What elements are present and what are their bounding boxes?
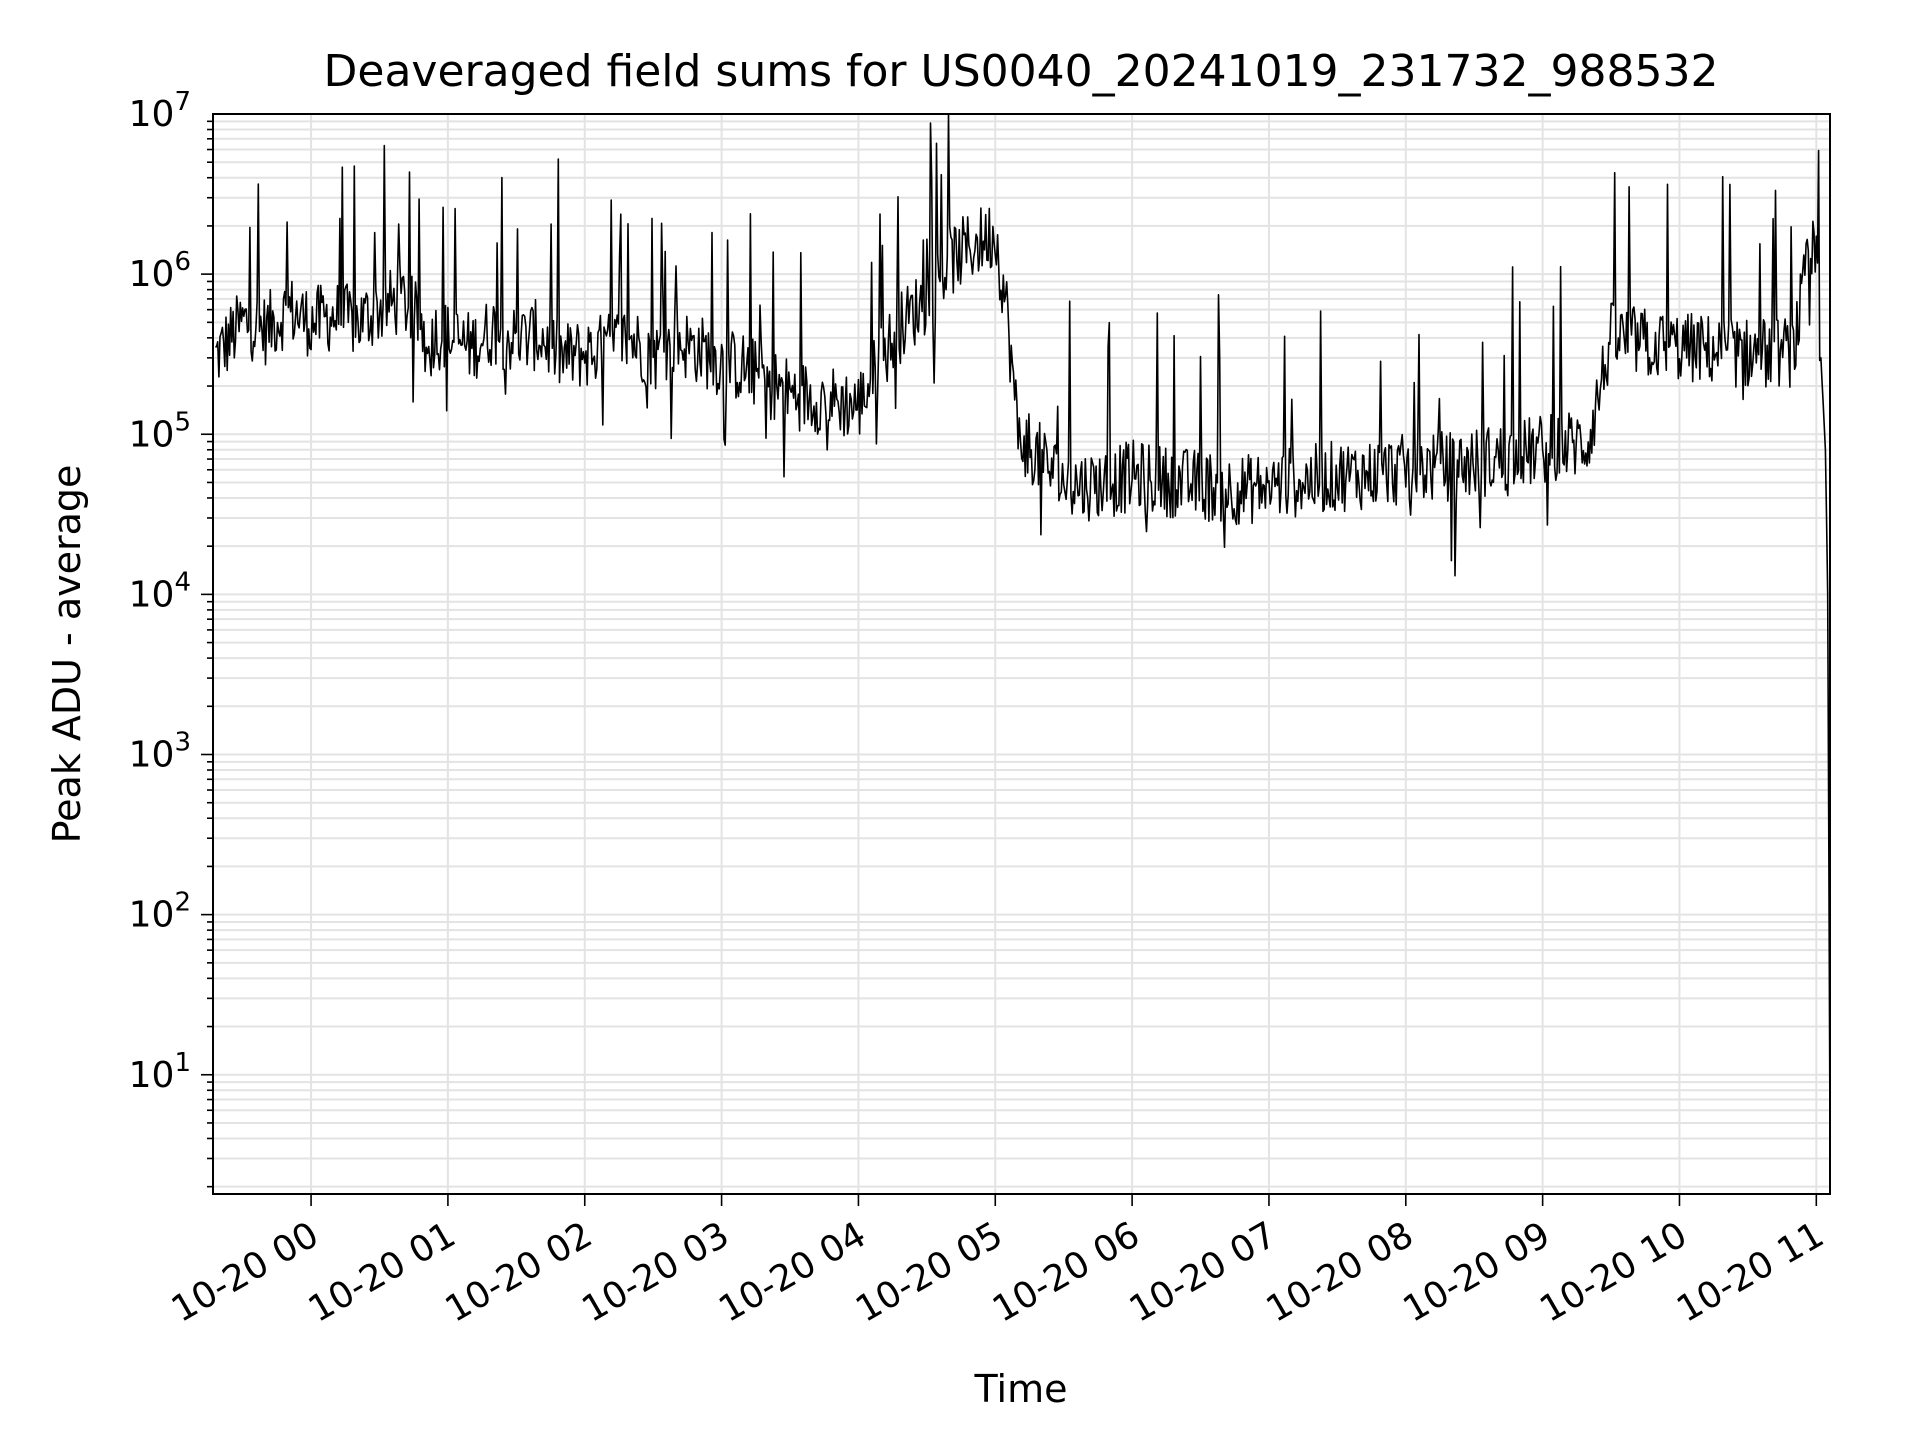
x-tick-label: 10-20 00	[165, 1214, 326, 1330]
x-tick-label: 10-20 11	[1670, 1214, 1831, 1330]
x-tick-label: 10-20 05	[849, 1214, 1010, 1330]
x-tick-label: 10-20 03	[575, 1214, 736, 1330]
y-tick-label: 102	[129, 888, 191, 936]
x-axis-label: Time	[974, 1367, 1068, 1411]
series-line	[215, 113, 1831, 1139]
chart-title: Deaveraged field sums for US0040_2024101…	[324, 46, 1719, 97]
x-tick-label: 10-20 01	[302, 1214, 463, 1330]
x-tick-label: 10-20 10	[1533, 1214, 1694, 1330]
y-tick-label: 105	[129, 407, 191, 455]
x-tick-label: 10-20 04	[712, 1214, 873, 1330]
x-tick-label: 10-20 07	[1123, 1214, 1284, 1330]
x-tick-label: 10-20 02	[439, 1214, 600, 1330]
x-tick-label: 10-20 09	[1396, 1214, 1557, 1330]
y-tick-label: 104	[129, 567, 191, 615]
x-tick-label: 10-20 06	[986, 1214, 1147, 1330]
x-tick-label: 10-20 08	[1260, 1214, 1421, 1330]
y-tick-label: 103	[129, 728, 191, 776]
y-tick-label: 106	[129, 247, 191, 295]
plot-frame	[212, 113, 1831, 1195]
y-axis-label: Peak ADU - average	[45, 465, 89, 844]
y-tick-label: 107	[129, 87, 191, 135]
y-tick-label: 101	[129, 1048, 191, 1096]
